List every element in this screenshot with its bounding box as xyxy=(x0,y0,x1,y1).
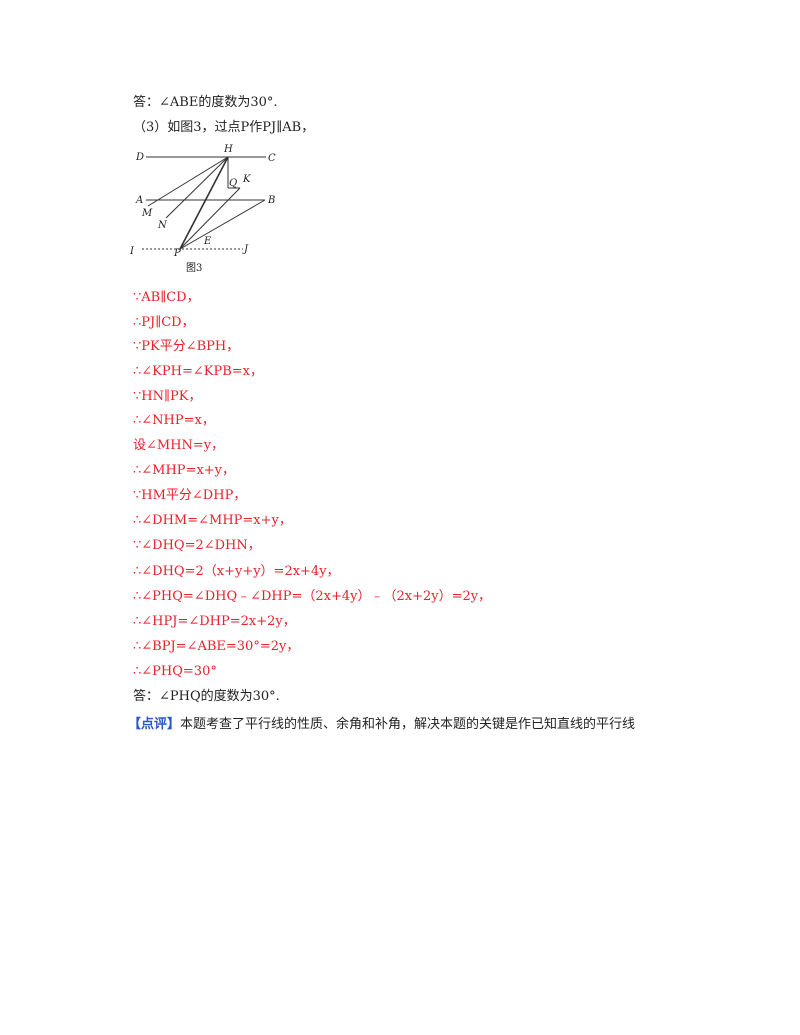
label-j: J xyxy=(242,244,249,255)
step-4: ∴∠KPH=∠KPB=x， xyxy=(133,364,263,379)
figure-3: D C H A B M N Q K I P E J 图3 xyxy=(129,144,276,274)
label-b: B xyxy=(267,195,275,206)
step-10: ∴∠DHM=∠MHP=x+y， xyxy=(133,513,292,528)
answer-phq: 答：∠PHQ的度数为30°. xyxy=(133,689,280,704)
answer-abe: 答：∠ABE的度数为30°. xyxy=(133,95,278,110)
step-8: ∴∠MHP=x+y， xyxy=(133,463,236,478)
label-i: I xyxy=(129,246,135,257)
seg-pk xyxy=(179,187,241,250)
label-n: N xyxy=(157,220,168,231)
step-12: ∴∠DHQ=2（x+y+y）=2x+4y， xyxy=(133,564,340,579)
step-16: ∴∠PHQ=30° xyxy=(133,664,217,679)
seg-hp xyxy=(179,156,229,250)
step-6: ∴∠NHP=x， xyxy=(133,413,215,428)
step-2: ∴PJ∥CD， xyxy=(133,315,195,330)
label-d: D xyxy=(135,152,144,163)
part3-intro: （3）如图3，过点P作PJ∥AB， xyxy=(133,120,315,135)
step-9: ∵HM平分∠DHP， xyxy=(133,488,247,503)
step-7: 设∠MHN=y， xyxy=(133,438,225,453)
seg-hm xyxy=(147,156,229,207)
step-3: ∵PK平分∠BPH， xyxy=(133,339,240,354)
label-h: H xyxy=(223,144,233,155)
step-13: ∴∠PHQ=∠DHQ﹣∠DHP=（2x+4y）﹣（2x+2y）=2y， xyxy=(133,589,492,604)
figure-caption: 图3 xyxy=(186,262,202,274)
step-1: ∵AB∥CD， xyxy=(133,290,200,305)
step-15: ∴∠BPJ=∠ABE=30°=2y， xyxy=(133,639,300,654)
comment-text: 本题考查了平行线的性质、余角和补角，解决本题的关键是作已知直线的平行线 xyxy=(180,717,636,732)
seg-pb xyxy=(179,199,266,250)
label-c: C xyxy=(268,153,276,164)
label-k: K xyxy=(242,174,251,185)
comment-tag: 【点评】 xyxy=(128,717,181,732)
label-e: E xyxy=(203,236,212,247)
step-14: ∴∠HPJ=∠DHP=2x+2y， xyxy=(133,614,296,629)
seg-hn xyxy=(165,156,229,219)
label-a: A xyxy=(135,195,143,206)
label-q: Q xyxy=(229,178,237,189)
label-m: M xyxy=(141,208,153,219)
step-5: ∵HN∥PK， xyxy=(133,389,202,404)
label-p: P xyxy=(173,248,181,259)
step-11: ∵∠DHQ=2∠DHN， xyxy=(133,538,261,553)
comment-line: 【点评】本题考查了平行线的性质、余角和补角，解决本题的关键是作已知直线的平行线 xyxy=(128,717,635,733)
